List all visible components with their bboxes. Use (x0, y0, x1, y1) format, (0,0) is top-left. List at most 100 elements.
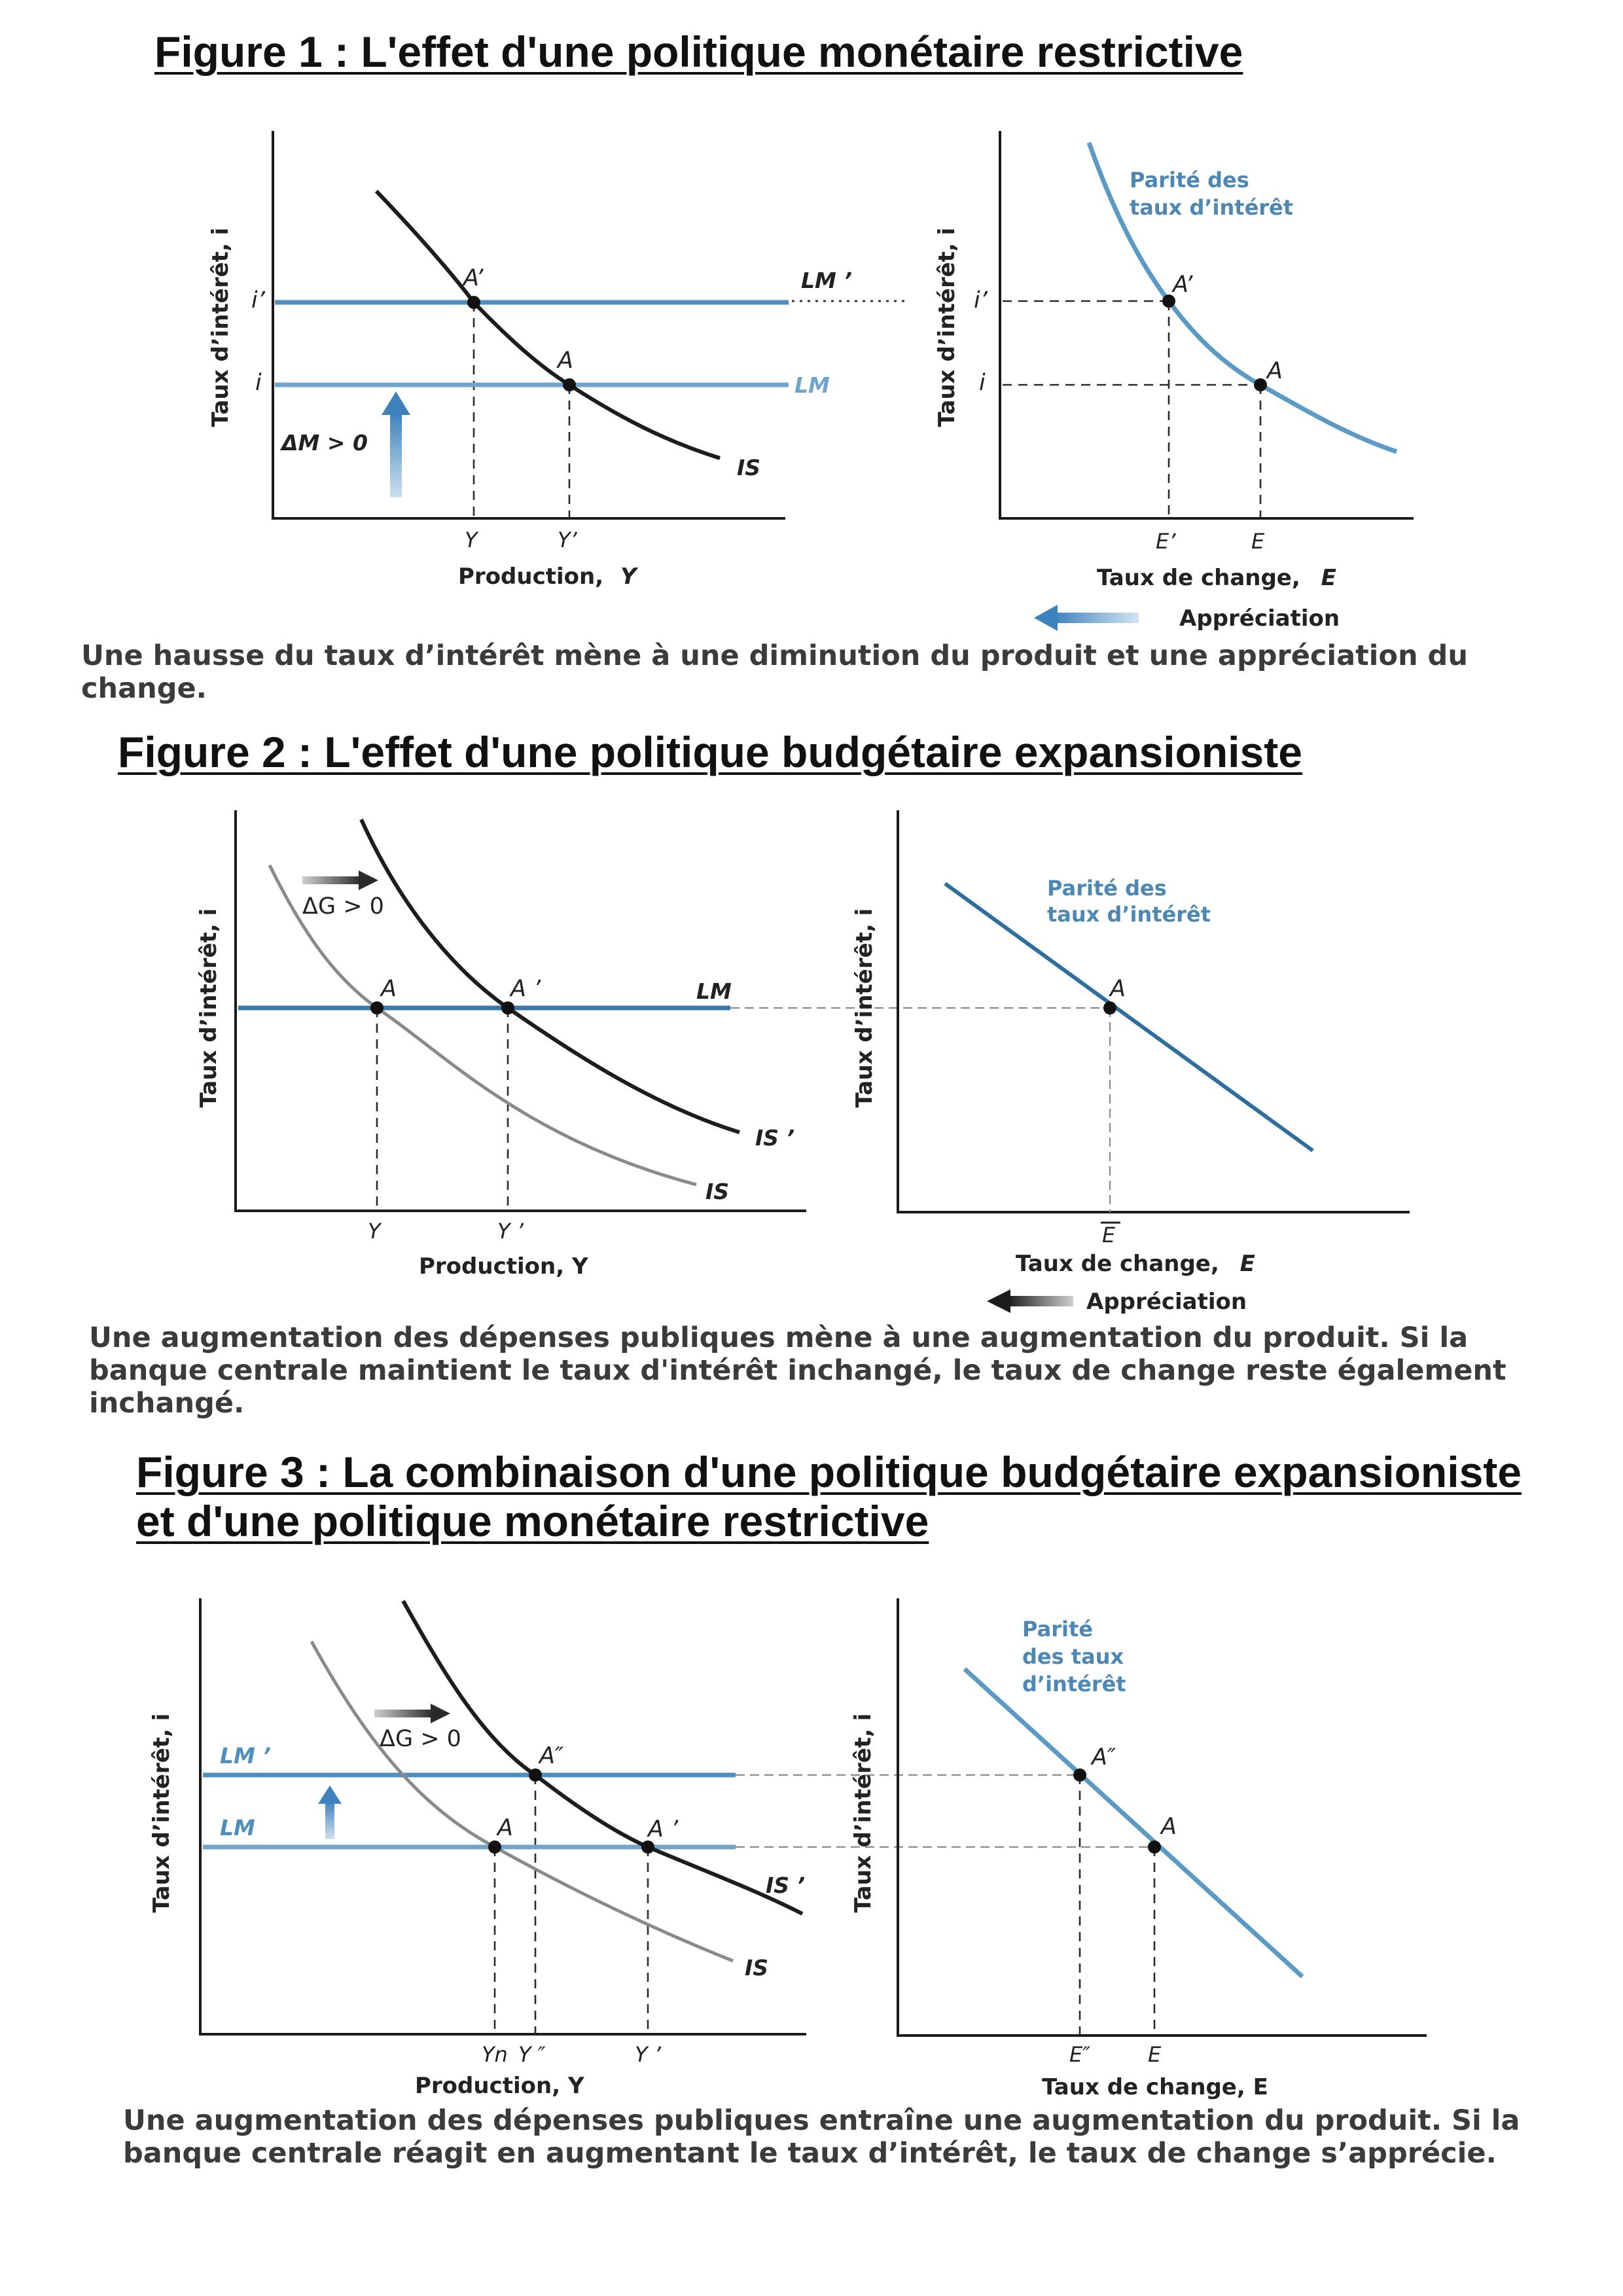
figure-1-label-lm: LM (794, 372, 830, 398)
figure-1-appreciation-arrow-head (1034, 605, 1058, 631)
figure-1-tick-E: E (1251, 529, 1265, 554)
figure-1-left-x-axis-label: Production, Y (458, 564, 639, 590)
figure-3-parity-label-line-1: Parité (1022, 1617, 1093, 1641)
figure-2-right-point-A (1103, 1001, 1116, 1014)
figure-3-fiscal-shift-arrow-shaft (374, 1710, 433, 1717)
figure-2-label-is-prime: IS ’ (755, 1125, 794, 1151)
figure-3-monetary-shift-arrow-shaft (325, 1801, 334, 1839)
figure-3-tick-Y-prime: Y ’ (635, 2042, 662, 2067)
figure-3-right-point-A-double-prime (1073, 1768, 1086, 1782)
figure-1-right-label-A-prime: A’ (1171, 272, 1193, 298)
figure-3-parity-curve (963, 1667, 1304, 1979)
figure-2-tick-Y: Y (368, 1219, 382, 1244)
figure-2-left-x-axis-label: Production, Y (419, 1253, 588, 1280)
figure-1-is-curve (374, 189, 721, 460)
figure-2-fiscal-shift-arrow-head (359, 870, 378, 890)
figure-2-is-prime-curve (359, 818, 740, 1134)
figure-2-title: Figure 2 : L'effet d'une politique budgé… (118, 728, 1302, 776)
figure-1-appreciation-arrow-shaft (1054, 613, 1139, 623)
figure-2-appreciation-arrow-head (987, 1289, 1010, 1313)
figure-3-label-is-prime: IS ’ (766, 1873, 805, 1898)
figure-2-point-A-prime (501, 1001, 514, 1014)
figure-3-is-curve (310, 1640, 734, 1963)
figure-3-tick-Yn: Yn (482, 2042, 508, 2067)
figure-2-left-axes (234, 810, 806, 1212)
figure-3-right-axes (897, 1598, 1427, 2037)
figure-3-tick-Y-double-prime: Y ″ (518, 2042, 546, 2067)
figure-1-right-axes (999, 131, 1414, 520)
figure-3-monetary-shift-arrow-head (318, 1785, 342, 1804)
figure-2-parity-label: Parité des taux d’intérêt (1047, 876, 1211, 927)
figure-2-tick-Y-prime: Y ’ (497, 1219, 524, 1244)
figure-1-tick-i-prime: i’ (251, 287, 266, 314)
figure-2-right-label-A: A (1109, 976, 1126, 1002)
figure-3-point-A-double-prime (529, 1768, 542, 1782)
figure-1-right-point-A (1254, 378, 1267, 391)
figure-1-caption: Une hausse du taux d’intérêt mène à une … (81, 639, 1468, 705)
figure-2-right-y-axis-label: Taux d’intérêt, i (851, 908, 878, 1108)
figure-1-tick-E-prime: E’ (1156, 529, 1176, 554)
figure-2-caption: Une augmentation des dépenses publiques … (89, 1321, 1507, 1420)
figure-1-right-x-axis-symbol: E (1321, 565, 1336, 591)
figure-2-islm-panel: Taux d’intérêt, i A A ’ LM IS ’ IS ΔG > … (196, 810, 1110, 1280)
figure-2-label-is: IS (705, 1179, 729, 1204)
figure-2-label-A-prime: A ’ (509, 976, 541, 1002)
figure-2-appreciation-label: Appréciation (1086, 1289, 1247, 1315)
figure-1-left-x-axis-symbol: Y (620, 564, 639, 590)
figure-3-right-label-A-double-prime: A″ (1090, 1744, 1116, 1770)
figure-1-tick-i: i (255, 370, 262, 396)
figure-1-parity-label-line-1: Parité des (1130, 168, 1249, 192)
figure-3-caption: Une augmentation des dépenses publiques … (123, 2104, 1520, 2170)
figure-1-delta-m-label: ΔM > 0 (279, 430, 368, 456)
figure-1-right-tick-i-prime: i’ (974, 287, 988, 314)
figure-3-label-A-double-prime: A″ (538, 1743, 563, 1769)
figure-3-label-lm-prime: LM ’ (220, 1743, 271, 1768)
figure-1-monetary-shift-arrow-shaft (390, 412, 402, 497)
figure-2-parity-curve (944, 882, 1314, 1153)
figure-3-parity-panel: Taux d’intérêt, i A″ A Parité des taux d… (850, 1598, 1427, 2100)
figure-1-appreciation-label: Appréciation (1179, 605, 1340, 632)
figure-2-label-lm: LM (696, 978, 732, 1004)
figure-2-label-A: A (380, 976, 397, 1002)
figure-2-point-A (370, 1001, 383, 1014)
figure-3-left-x-axis-label: Production, Y (415, 2073, 584, 2099)
figure-3-left-y-axis-label: Taux d’intérêt, i (149, 1713, 175, 1913)
figure-2-appreciation-arrow-shaft (1008, 1296, 1073, 1306)
figure-3-delta-g-label: ΔG > 0 (380, 1726, 461, 1752)
figure-2-fiscal-shift-arrow-shaft (302, 876, 361, 884)
figure-2-parity-panel: Taux d’intérêt, i A Parité des taux d’in… (851, 810, 1410, 1315)
figure-2-right-x-axis-label: Taux de change, E (1016, 1251, 1255, 1277)
figure-3-right-point-A (1148, 1840, 1161, 1854)
figure-1-label-A-prime: A’ (462, 265, 484, 291)
figure-3-label-A-prime: A ’ (647, 1816, 679, 1842)
figure-1-right-tick-i: i (979, 370, 986, 396)
figure-3-parity-label: Parité des taux d’intérêt (1022, 1617, 1131, 1696)
figure-3-label-is: IS (745, 1955, 768, 1981)
figure-1-label-lm-prime: LM ’ (801, 268, 852, 293)
figure-1-parity-label: Parité des taux d’intérêt (1130, 168, 1293, 220)
figure-1-point-A-prime (467, 296, 480, 309)
figure-1-parity-curve (1086, 141, 1398, 454)
figure-3-label-lm: LM (220, 1815, 255, 1840)
figure-1-right-x-axis-label: Taux de change, E (1097, 565, 1336, 591)
figure-3-tick-E-double-prime: E″ (1069, 2042, 1090, 2067)
figure-2-left-y-axis-label: Taux d’intérêt, i (196, 908, 222, 1108)
figure-3-right-x-axis-label: Taux de change, E (1042, 2074, 1268, 2100)
figure-3-parity-label-line-3: d’intérêt (1022, 1672, 1126, 1696)
figure-1-monetary-shift-arrow-head (382, 391, 410, 415)
figure-3-point-A-prime (641, 1840, 654, 1854)
figure-2-parity-label-line-1: Parité des (1047, 876, 1167, 901)
figure-1-left-x-axis-text: Production, (458, 564, 603, 590)
figure-2-right-x-axis-text: Taux de change, (1016, 1251, 1219, 1277)
figure-1-left-axes (272, 131, 785, 520)
figure-1-tick-Y: Y (465, 528, 479, 552)
figure-3-islm-panel: Taux d’intérêt, i A″ A A ’ LM ’ LM IS ’ … (149, 1598, 1154, 2099)
figure-2-right-axes (897, 810, 1410, 1213)
figure-3-label-A: A (496, 1815, 513, 1841)
figure-1-point-A (563, 378, 576, 391)
figure-3-fiscal-shift-arrow-head (431, 1704, 450, 1723)
figure-2-is-curve (268, 864, 697, 1187)
figure-1-left-y-axis-label: Taux d’intérêt, i (207, 228, 234, 427)
figure-1-label-is: IS (737, 455, 760, 480)
